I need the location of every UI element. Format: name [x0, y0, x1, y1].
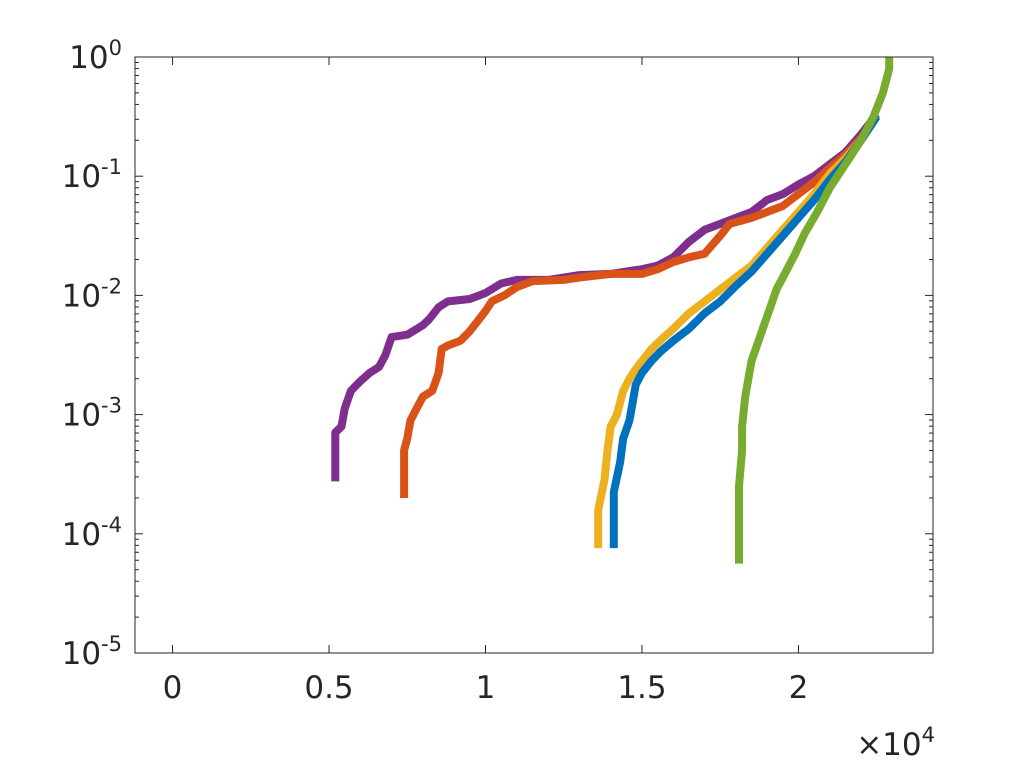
y-tick-label: 10-3 [62, 394, 122, 434]
x-axis-ticks: 0 0.5 1 1.5 2 [163, 57, 809, 706]
x-tick-label: 0 [163, 670, 183, 706]
x-exponent-power: 4 [922, 723, 935, 747]
x-axis-exponent-label: ×104 [856, 723, 935, 763]
x-tick-label: 2 [789, 670, 809, 706]
x-exponent-base: ×10 [856, 727, 921, 763]
y-tick-label: 10-1 [62, 155, 122, 195]
series-line-4 [609, 114, 881, 549]
axes-box [134, 56, 934, 654]
series-line-2 [400, 114, 880, 498]
series-line-5 [735, 57, 894, 564]
y-axis-ticks: 100 10-1 10-2 10-3 10-4 10-5 [62, 36, 933, 672]
x-tick-label: 1.5 [617, 670, 666, 706]
y-tick-label: 10-5 [62, 632, 122, 672]
y-tick-label: 100 [69, 36, 122, 76]
y-tick-label: 10-2 [62, 274, 122, 314]
plot-lines [331, 57, 894, 564]
y-tick-label: 10-4 [62, 513, 122, 553]
x-tick-label: 0.5 [304, 670, 353, 706]
x-tick-label: 1 [476, 670, 496, 706]
